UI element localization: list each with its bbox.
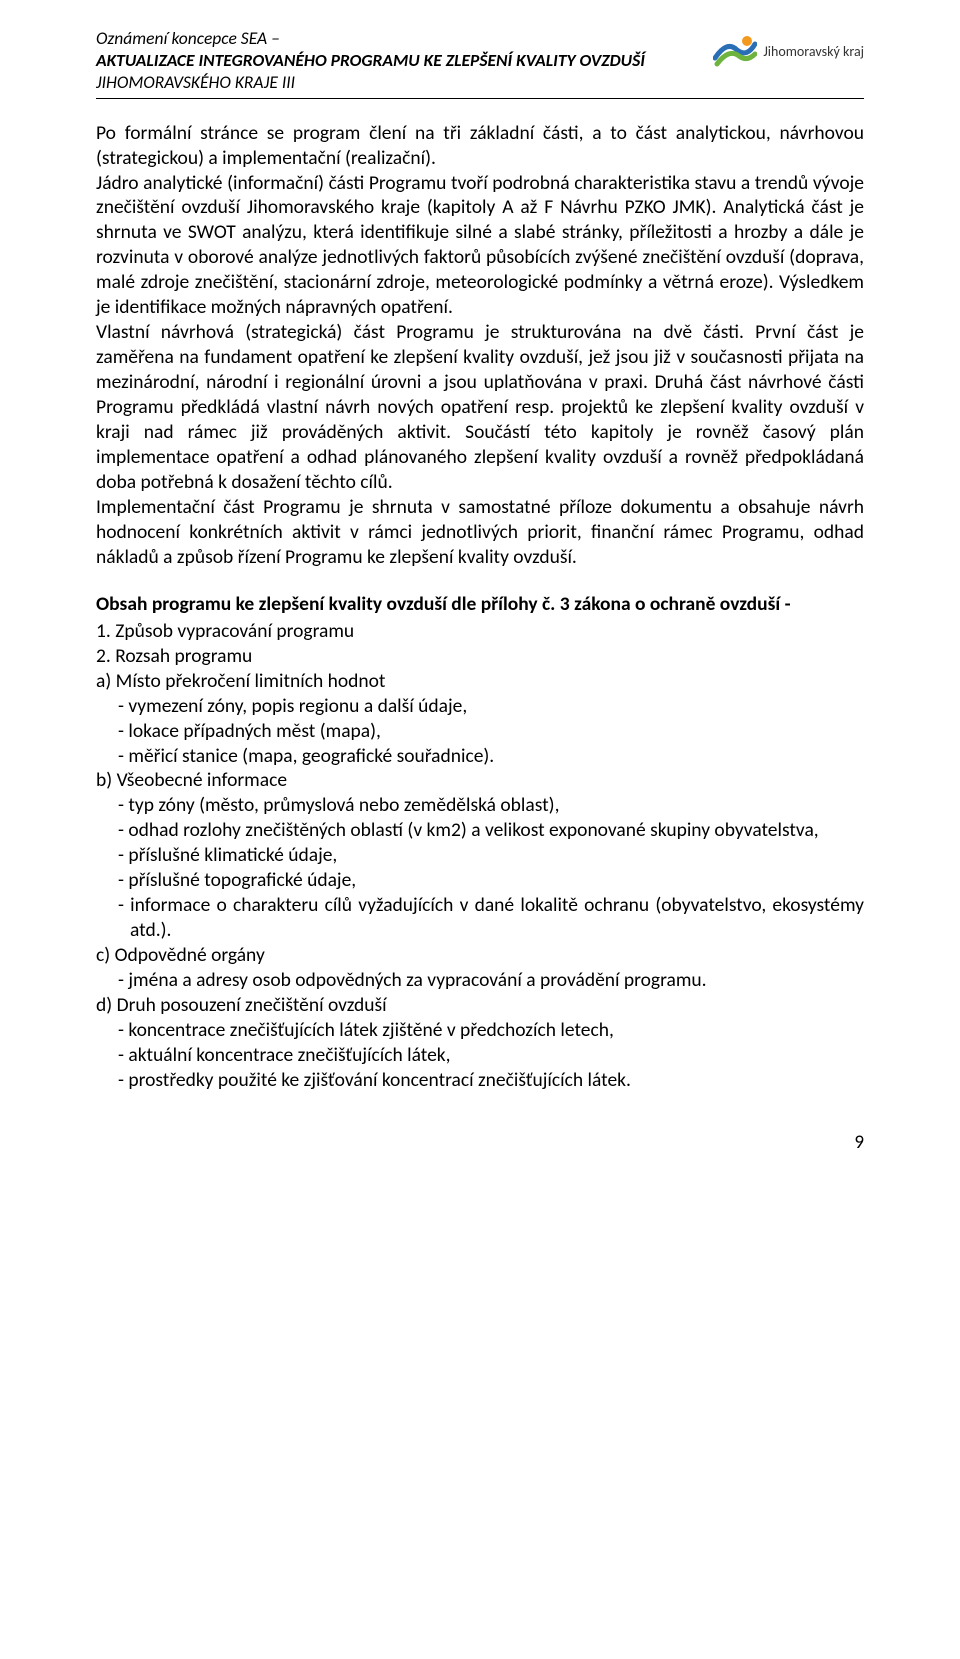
- outline-d-sub: - koncentrace znečišťujících látek zjišt…: [96, 1018, 864, 1043]
- page-number: 9: [96, 1131, 864, 1154]
- outline-c-head: c) Odpovědné orgány: [96, 943, 864, 968]
- header-line-1: Oznámení koncepce SEA –: [96, 28, 645, 50]
- outline-item-2: 2. Rozsah programu: [96, 644, 864, 669]
- outline-item-1: 1. Způsob vypracování programu: [96, 619, 864, 644]
- outline-a-sub: - lokace případných měst (mapa),: [96, 719, 864, 744]
- header-logo-text: Jihomoravský kraj: [763, 43, 864, 60]
- outline-b-sub: - příslušné klimatické údaje,: [96, 843, 864, 868]
- header-divider: [96, 98, 864, 99]
- outline-b-sub: - příslušné topografické údaje,: [96, 868, 864, 893]
- section-title: Obsah programu ke zlepšení kvality ovzdu…: [96, 592, 864, 617]
- outline-d-sub: - aktuální koncentrace znečišťujících lá…: [96, 1043, 864, 1068]
- outline-d-head: d) Druh posouzení znečištění ovzduší: [96, 993, 864, 1018]
- header-logo: Jihomoravský kraj: [713, 34, 864, 68]
- outline-b-sub: - informace o charakteru cílů vyžadující…: [96, 893, 864, 943]
- outline-c-sub: - jména a adresy osob odpovědných za vyp…: [96, 968, 864, 993]
- body-content: Po formální stránce se program člení na …: [96, 121, 864, 1093]
- paragraph-2: Jádro analytické (informační) části Prog…: [96, 171, 864, 321]
- outline-b-sub: - typ zóny (město, průmyslová nebo zeměd…: [96, 793, 864, 818]
- paragraph-4: Implementační část Programu je shrnuta v…: [96, 495, 864, 570]
- paragraph-3: Vlastní návrhová (strategická) část Prog…: [96, 320, 864, 495]
- paragraph-1: Po formální stránce se program člení na …: [96, 121, 864, 171]
- outline-a-sub: - měřicí stanice (mapa, geografické souř…: [96, 744, 864, 769]
- header-title-block: Oznámení koncepce SEA – AKTUALIZACE INTE…: [96, 28, 645, 94]
- outline-a-sub: - vymezení zóny, popis regionu a další ú…: [96, 694, 864, 719]
- spacer: [96, 570, 864, 592]
- outline-b-head: b) Všeobecné informace: [96, 768, 864, 793]
- outline-a-head: a) Místo překročení limitních hodnot: [96, 669, 864, 694]
- region-logo-icon: [713, 34, 757, 68]
- header-line-2: AKTUALIZACE INTEGROVANÉHO PROGRAMU KE ZL…: [96, 50, 645, 72]
- page-header: Oznámení koncepce SEA – AKTUALIZACE INTE…: [96, 28, 864, 94]
- outline-b-sub: - odhad rozlohy znečištěných oblastí (v …: [96, 818, 864, 843]
- page: Oznámení koncepce SEA – AKTUALIZACE INTE…: [0, 0, 960, 1194]
- header-line-3: JIHOMORAVSKÉHO KRAJE III: [96, 72, 645, 94]
- outline-d-sub: - prostředky použité ke zjišťování konce…: [96, 1068, 864, 1093]
